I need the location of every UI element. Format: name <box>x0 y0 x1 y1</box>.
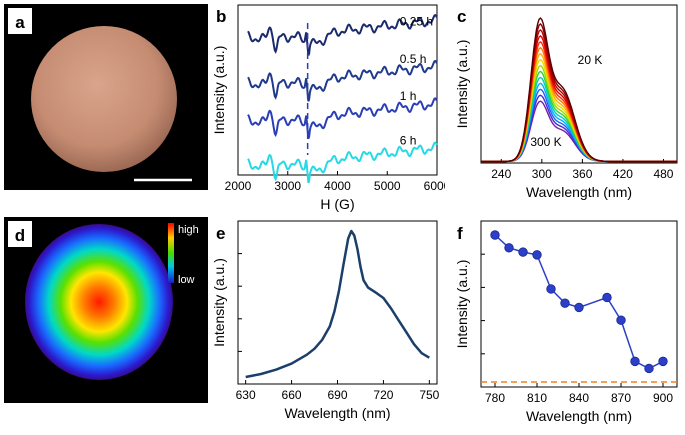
chart-c: 240 300 360 420 480 Wavelength (nm) Intensity … <box>454 4 678 200</box>
scatter-point <box>532 250 542 260</box>
scatter-point <box>560 298 570 308</box>
chart-e: 630 660 690 720 750 Wavelength (nm) Intensity … <box>211 220 440 421</box>
x-tick-label: 810 <box>527 391 547 405</box>
epr-series-line <box>247 13 438 56</box>
scatter-point <box>616 315 626 325</box>
disc <box>31 26 177 172</box>
x-axis-label: H (G) <box>320 196 354 212</box>
x-tick-label: 240 <box>491 167 511 181</box>
x-tick-label: 720 <box>373 388 393 402</box>
colorbar-low-label: low <box>178 274 195 286</box>
scatter-point <box>490 230 500 240</box>
panel-letter-box-d <box>8 221 32 247</box>
x-tick-label: 750 <box>419 388 439 402</box>
panel-letter: c <box>457 7 466 26</box>
x-axis-label: Wavelength (nm) <box>526 408 632 424</box>
series-label: 6 h <box>400 133 417 147</box>
x-tick-label: 480 <box>653 167 673 181</box>
x-tick-label: 360 <box>572 167 592 181</box>
panel-letter: e <box>216 224 225 243</box>
x-tick-label: 900 <box>653 391 673 405</box>
epr-series-line <box>247 59 438 102</box>
epr-series-line <box>247 97 438 140</box>
series-label: 1 h <box>400 89 417 103</box>
panel-letter-a: a <box>15 13 25 32</box>
chart-f: 780 810 840 870 900 Wavelength (nm) Intensity … <box>454 220 678 424</box>
panel-d-heatmap: high low d <box>4 217 208 403</box>
panel-a-photo: a <box>4 4 208 190</box>
pl-series-line <box>481 17 677 163</box>
panel-letter: f <box>457 224 463 243</box>
x-tick-label: 5000 <box>374 179 401 193</box>
x-tick-label: 300 <box>532 167 552 181</box>
y-axis-label: Intensity (a.u.) <box>211 46 227 135</box>
y-axis-label: Intensity (a.u.) <box>454 260 470 349</box>
x-tick-label: 3000 <box>274 179 301 193</box>
x-axis-label: Wavelength (nm) <box>526 184 632 200</box>
emission-line <box>245 229 430 379</box>
panel-letter-d: d <box>15 226 25 245</box>
y-axis-label: Intensity (a.u.) <box>211 258 227 347</box>
panel-a: a <box>4 4 208 190</box>
x-tick-label: 870 <box>611 391 631 405</box>
x-tick-label: 4000 <box>324 179 351 193</box>
annotation-20k: 20 K <box>578 53 603 67</box>
x-tick-label: 840 <box>569 391 589 405</box>
x-tick-label: 420 <box>613 167 633 181</box>
series-label: 0.5 h <box>400 52 427 66</box>
x-tick-label: 6000 <box>424 179 445 193</box>
x-tick-label: 780 <box>485 391 505 405</box>
x-tick-label: 660 <box>282 388 302 402</box>
colorbar <box>168 223 174 283</box>
scatter-point <box>602 292 612 303</box>
x-axis-label: Wavelength (nm) <box>284 405 390 421</box>
panel-letter-box <box>8 8 32 34</box>
scatter-point <box>504 243 514 253</box>
pl-series-line <box>481 94 677 163</box>
x-tick-label: 630 <box>236 388 256 402</box>
y-axis-label: Intensity (a.u.) <box>454 40 470 129</box>
x-tick-label: 690 <box>327 388 347 402</box>
scatter-point <box>574 302 584 313</box>
panel-d: high low d <box>4 217 208 403</box>
chart-b: 2000 3000 4000 5000 6000 H (G) Intensity (a.u.… <box>211 4 445 212</box>
scatter-point <box>630 356 640 367</box>
heatmap-spot <box>25 224 173 380</box>
plot-frame <box>480 4 678 164</box>
scatter-point <box>658 356 668 367</box>
scatter-point <box>546 284 556 294</box>
scatter-point <box>644 363 654 374</box>
scatter-point <box>518 247 528 257</box>
epr-series-line <box>247 141 438 184</box>
annotation-300k: 300 K <box>530 135 561 149</box>
colorbar-high-label: high <box>178 224 199 236</box>
panel-letter: b <box>216 7 226 26</box>
x-tick-label: 2000 <box>225 179 252 193</box>
series-label: 0.25 h <box>400 14 433 28</box>
